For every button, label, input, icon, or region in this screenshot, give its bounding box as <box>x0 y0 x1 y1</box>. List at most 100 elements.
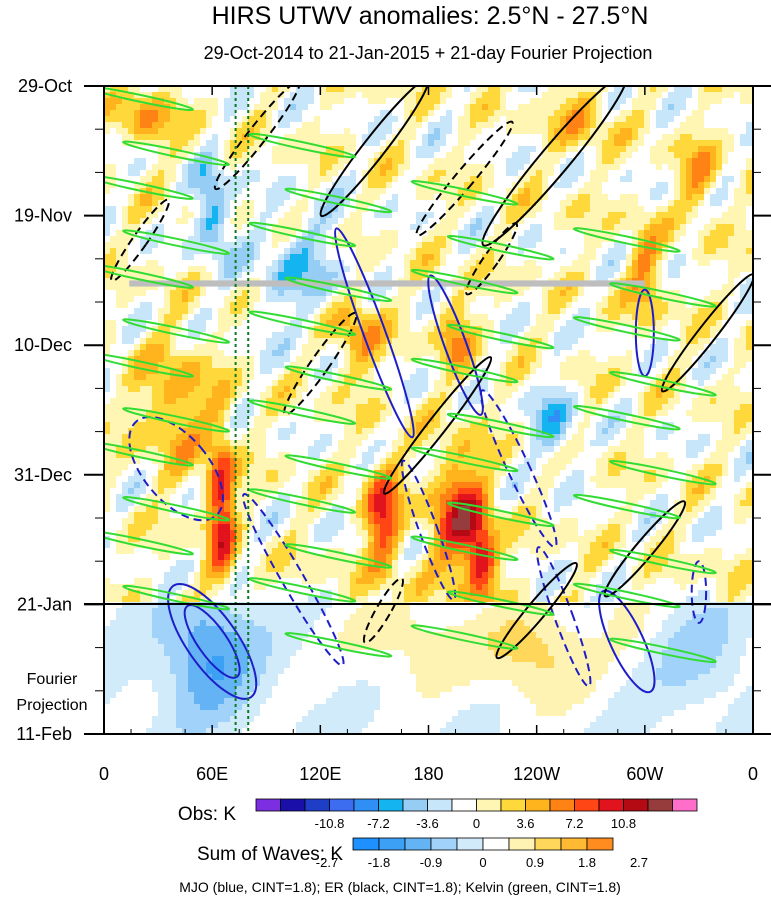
field-cell <box>650 302 657 309</box>
field-cell <box>164 164 171 171</box>
field-cell <box>392 326 399 333</box>
field-cell <box>392 164 399 171</box>
field-cell <box>710 170 717 177</box>
field-cell <box>224 296 231 303</box>
field-cell <box>476 188 483 195</box>
field-cell <box>290 200 297 207</box>
field-cell <box>122 278 129 285</box>
field-cell <box>632 116 639 123</box>
field-cell <box>644 266 651 273</box>
field-cell <box>188 146 195 153</box>
field-cell <box>374 122 381 129</box>
field-cell <box>428 176 435 183</box>
field-cell <box>386 272 393 279</box>
field-cell <box>482 110 489 117</box>
field-cell <box>338 98 345 105</box>
field-cell <box>218 236 225 243</box>
field-cell <box>512 128 519 135</box>
field-cell <box>248 332 255 339</box>
field-cell <box>164 236 171 243</box>
field-cell <box>476 140 483 147</box>
field-cell <box>530 302 537 309</box>
field-cell <box>698 284 705 291</box>
field-cell <box>392 152 399 159</box>
field-cell <box>338 218 345 225</box>
field-cell <box>698 206 705 213</box>
field-cell <box>104 350 111 357</box>
field-cell <box>650 140 657 147</box>
field-cell <box>386 152 393 159</box>
field-cell <box>440 122 447 129</box>
field-cell <box>104 146 111 153</box>
field-cell <box>626 200 633 207</box>
field-cell <box>476 134 483 141</box>
field-cell <box>422 206 429 213</box>
field-cell <box>278 146 285 153</box>
field-cell <box>716 140 723 147</box>
field-cell <box>440 320 447 327</box>
field-cell <box>116 326 123 333</box>
field-cell <box>548 164 555 171</box>
field-cell <box>398 230 405 237</box>
field-cell <box>446 116 453 123</box>
field-cell <box>500 224 507 231</box>
field-cell <box>644 194 651 201</box>
field-cell <box>152 182 159 189</box>
field-cell <box>692 350 699 357</box>
field-cell <box>446 200 453 207</box>
field-cell <box>518 284 525 291</box>
field-cell <box>320 308 327 315</box>
field-cell <box>698 116 705 123</box>
field-cell <box>614 290 621 297</box>
field-cell <box>134 284 141 291</box>
field-cell <box>470 302 477 309</box>
field-cell <box>104 218 111 225</box>
field-cell <box>506 176 513 183</box>
field-cell <box>332 290 339 297</box>
field-cell <box>260 104 267 111</box>
field-cell <box>128 224 135 231</box>
field-cell <box>560 326 567 333</box>
field-cell <box>146 146 153 153</box>
field-cell <box>494 350 501 357</box>
field-cell <box>608 104 615 111</box>
field-cell <box>638 266 645 273</box>
field-cell <box>578 116 585 123</box>
field-cell <box>608 116 615 123</box>
field-cell <box>104 344 111 351</box>
field-cell <box>644 182 651 189</box>
field-cell <box>398 98 405 105</box>
field-cell <box>212 194 219 201</box>
field-cell <box>350 314 357 321</box>
field-cell <box>236 260 243 267</box>
field-cell <box>518 158 525 165</box>
field-cell <box>236 302 243 309</box>
field-cell <box>590 260 597 267</box>
field-cell <box>548 284 555 291</box>
field-cell <box>392 200 399 207</box>
field-cell <box>470 320 477 327</box>
field-cell <box>266 350 273 357</box>
field-cell <box>740 158 747 165</box>
field-cell <box>608 212 615 219</box>
field-cell <box>356 212 363 219</box>
field-cell <box>284 122 291 129</box>
field-cell <box>482 158 489 165</box>
field-cell <box>182 272 189 279</box>
field-cell <box>716 164 723 171</box>
field-cell <box>296 116 303 123</box>
field-cell <box>692 236 699 243</box>
field-cell <box>440 284 447 291</box>
field-cell <box>434 356 441 363</box>
field-cell <box>332 110 339 117</box>
field-cell <box>116 296 123 303</box>
field-cell <box>164 326 171 333</box>
field-cell <box>296 188 303 195</box>
field-cell <box>104 272 111 279</box>
field-cell <box>632 308 639 315</box>
field-cell <box>350 236 357 243</box>
field-cell <box>512 158 519 165</box>
field-cell <box>470 128 477 135</box>
field-cell <box>680 272 687 279</box>
field-cell <box>440 158 447 165</box>
